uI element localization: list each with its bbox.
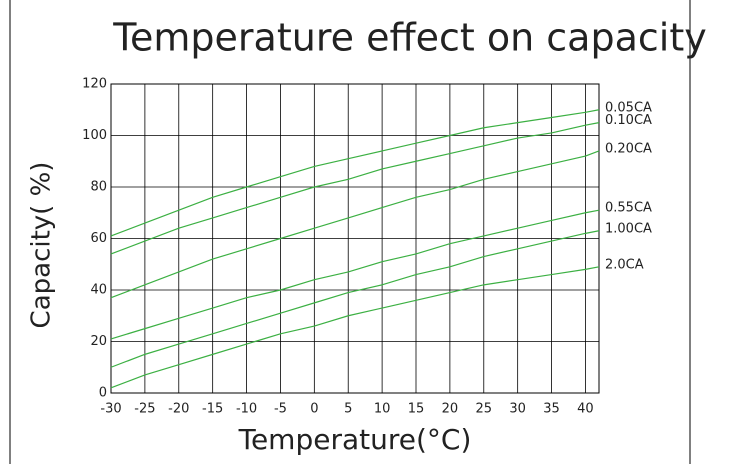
y-tick-label: 40 [90, 283, 107, 298]
series-line [110, 109, 600, 237]
y-tick-label: 100 [82, 128, 107, 143]
x-tick-label: 5 [344, 402, 352, 417]
x-tick-label: -10 [236, 402, 257, 417]
x-tick-label: 40 [577, 402, 594, 417]
series-line [110, 266, 600, 389]
y-tick-label: 80 [90, 180, 107, 195]
x-tick-label: 0 [310, 402, 318, 417]
y-tick-label: 120 [82, 77, 107, 92]
series-line [110, 150, 600, 299]
series-label: 0.10CA [605, 113, 652, 128]
series-line [110, 122, 600, 255]
series-line [110, 230, 600, 368]
x-tick-label: -15 [202, 402, 223, 417]
y-axis-label: Capacity( %) [27, 162, 57, 329]
series-line [110, 209, 600, 340]
series-label: 1.00CA [605, 221, 652, 236]
x-tick-label: 15 [408, 402, 425, 417]
y-tick-label: 60 [90, 231, 107, 246]
x-tick-label: -25 [134, 402, 155, 417]
x-tick-label: 25 [476, 402, 493, 417]
x-tick-label: 20 [442, 402, 459, 417]
x-tick-label: 10 [374, 402, 391, 417]
x-tick-label: -5 [274, 402, 287, 417]
y-tick-label: 20 [90, 334, 107, 349]
y-tick-label: 0 [99, 386, 107, 401]
x-tick-label: -20 [168, 402, 189, 417]
x-tick-label: 30 [509, 402, 526, 417]
x-tick-label: -30 [100, 402, 121, 417]
series-label: 2.0CA [605, 257, 644, 272]
x-axis-label: Temperature(°C) [238, 423, 472, 456]
series-label: 0.05CA [605, 100, 652, 115]
chart-title: Temperature effect on capacity [112, 16, 706, 60]
x-tick-label: 35 [543, 402, 560, 417]
series-label: 0.55CA [605, 201, 652, 216]
series-label: 0.20CA [605, 141, 652, 156]
